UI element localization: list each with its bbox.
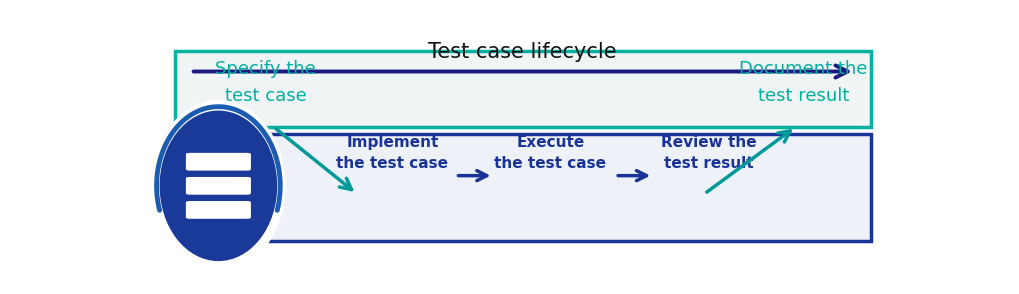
Text: Test case lifecycle: Test case lifecycle — [428, 42, 616, 62]
FancyBboxPatch shape — [185, 201, 251, 219]
Text: Specify the
test case: Specify the test case — [215, 60, 316, 105]
Text: Review the
test result: Review the test result — [660, 135, 756, 171]
Text: Execute
the test case: Execute the test case — [494, 135, 606, 171]
Ellipse shape — [151, 100, 285, 272]
Text: Implement
the test case: Implement the test case — [336, 135, 448, 171]
FancyBboxPatch shape — [175, 51, 870, 127]
FancyBboxPatch shape — [185, 177, 251, 195]
Text: Document the
test result: Document the test result — [739, 60, 867, 105]
FancyBboxPatch shape — [175, 134, 870, 241]
Ellipse shape — [159, 111, 277, 261]
FancyBboxPatch shape — [185, 153, 251, 171]
